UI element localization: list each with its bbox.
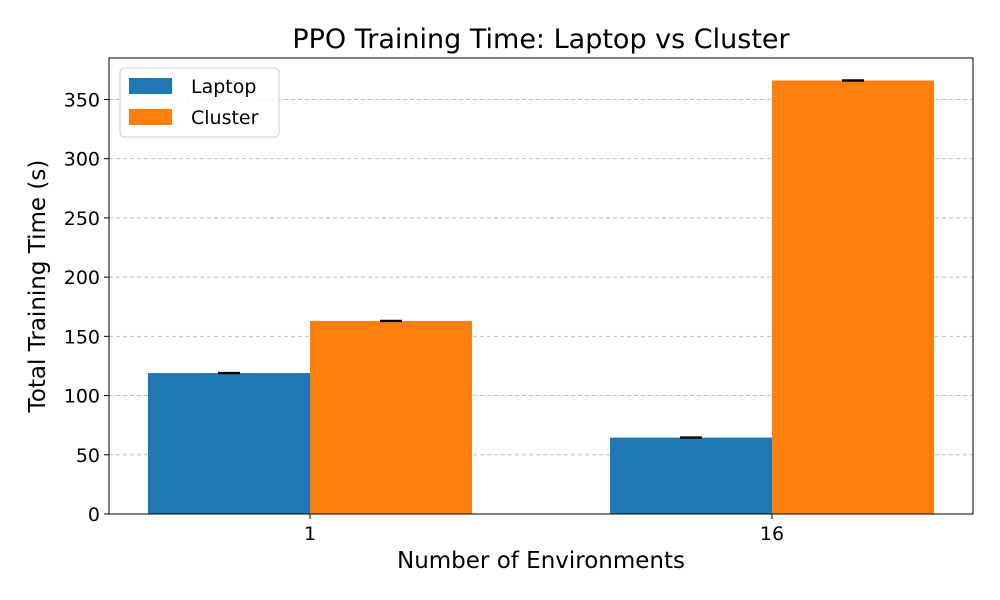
legend-swatch-laptop xyxy=(129,78,172,94)
x-axis: 1 16 xyxy=(304,514,784,545)
y-tick-label: 350 xyxy=(64,89,100,111)
y-tick-label: 0 xyxy=(88,504,100,526)
y-tick-label: 50 xyxy=(76,445,100,467)
error-bars xyxy=(218,79,864,439)
bar-cluster-1 xyxy=(310,320,472,514)
legend-swatch-cluster xyxy=(129,109,172,125)
y-axis-label: Total Training Time (s) xyxy=(25,160,51,414)
legend: Laptop Cluster xyxy=(119,67,280,138)
legend-label-laptop: Laptop xyxy=(191,76,256,98)
x-tick-label: 1 xyxy=(304,523,316,545)
bar-laptop-1 xyxy=(148,373,310,514)
y-tick-label: 100 xyxy=(64,386,100,408)
plot-frame xyxy=(108,57,974,515)
x-tick-label: 16 xyxy=(760,523,784,545)
y-tick-label: 250 xyxy=(64,208,100,230)
y-tick-label: 150 xyxy=(64,326,100,348)
y-tick-label: 200 xyxy=(64,267,100,289)
chart-title: PPO Training Time: Laptop vs Cluster xyxy=(292,24,790,55)
legend-label-cluster: Cluster xyxy=(191,107,259,129)
bar-cluster-16 xyxy=(772,80,934,514)
bar-laptop-16 xyxy=(610,437,772,514)
y-axis: 0 50 100 150 200 250 300 350 xyxy=(64,89,109,526)
y-tick-label: 300 xyxy=(64,149,100,171)
bars xyxy=(148,80,934,514)
x-axis-label: Number of Environments xyxy=(397,548,685,574)
